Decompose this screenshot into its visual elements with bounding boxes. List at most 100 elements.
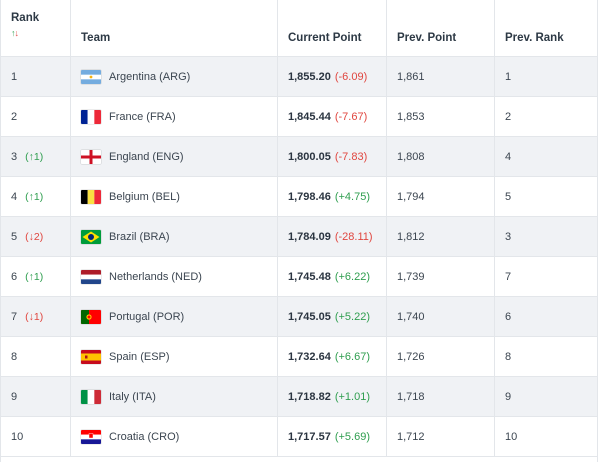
team-cell[interactable]: Brazil (BRA) (70, 217, 277, 256)
point-change: (+6.67) (334, 350, 370, 363)
prev-point-cell: 1,794 (386, 177, 494, 216)
point-change: (+4.75) (334, 190, 370, 203)
team-name: England (ENG) (109, 150, 184, 163)
prev-point-cell: 1,712 (386, 417, 494, 456)
team-cell[interactable]: Spain (ESP) (70, 337, 277, 376)
team-cell[interactable]: Netherlands (NED) (70, 257, 277, 296)
current-point-value: 1,718.82 (288, 390, 331, 403)
current-point-column-header[interactable]: Current Point (277, 0, 386, 56)
point-change: (+1.01) (334, 390, 370, 403)
rank-cell: 1 (1, 57, 70, 96)
prev-rank-column-header[interactable]: Prev. Rank (494, 0, 597, 56)
table-row[interactable]: 10 Croatia (CRO) 1,717.57 (+5.69) 1,712 10 (1, 417, 597, 457)
croatia-flag-icon (81, 429, 101, 444)
current-point-cell: 1,745.48 (+6.22) (277, 257, 386, 296)
current-point-cell: 1,798.46 (+4.75) (277, 177, 386, 216)
prev-point-cell: 1,740 (386, 297, 494, 336)
table-row[interactable]: 3 (↑1) England (ENG) 1,800.05 (-7.83) 1,808 4 (1, 137, 597, 177)
team-cell[interactable]: Italy (ITA) (70, 377, 277, 416)
team-cell[interactable]: France (FRA) (70, 97, 277, 136)
prev-point-cell: 1,861 (386, 57, 494, 96)
table-header: Rank ↑↓ Team Current Point Prev. Point P… (1, 0, 597, 57)
rank-value: 1 (11, 70, 18, 83)
rank-value: 10 (11, 430, 24, 443)
team-name: Italy (ITA) (109, 390, 156, 403)
portugal-flag-icon (81, 309, 101, 324)
table-row[interactable]: 7 (↓1) Portugal (POR) 1,745.05 (+5.22) 1,740 6 (1, 297, 597, 337)
team-cell[interactable]: Portugal (POR) (70, 297, 277, 336)
rank-cell: 4 (↑1) (1, 177, 70, 216)
current-point-value: 1,732.64 (288, 350, 331, 363)
table-body: 1 Argentina (ARG) 1,855.20 (-6.09) 1,861 1 2 Fr… (1, 57, 597, 457)
current-point-value: 1,784.09 (288, 230, 331, 243)
italy-flag-icon (81, 389, 101, 404)
rank-column-header[interactable]: Rank ↑↓ (1, 0, 70, 56)
england-flag-icon (81, 149, 101, 164)
current-point-value: 1,745.05 (288, 310, 331, 323)
table-row[interactable]: 2 France (FRA) 1,845.44 (-7.67) 1,853 2 (1, 97, 597, 137)
current-point-value: 1,845.44 (288, 110, 331, 123)
team-column-header[interactable]: Team (70, 0, 277, 56)
rank-movement: (↑1) (25, 150, 44, 163)
table-row[interactable]: 5 (↓2) Brazil (BRA) 1,784.09 (-28.11) 1,812 3 (1, 217, 597, 257)
point-change: (+6.22) (334, 270, 370, 283)
current-point-cell: 1,845.44 (-7.67) (277, 97, 386, 136)
rank-value: 9 (11, 390, 18, 403)
prev-rank-cell: 9 (494, 377, 597, 416)
prev-point-cell: 1,812 (386, 217, 494, 256)
table-row[interactable]: 1 Argentina (ARG) 1,855.20 (-6.09) 1,861 1 (1, 57, 597, 97)
france-flag-icon (81, 109, 101, 124)
brazil-flag-icon (81, 229, 101, 244)
prev-rank-cell: 6 (494, 297, 597, 336)
current-point-cell: 1,717.57 (+5.69) (277, 417, 386, 456)
prev-rank-cell: 3 (494, 217, 597, 256)
belgium-flag-icon (81, 189, 101, 204)
rank-header-label: Rank (11, 12, 40, 24)
rank-movement: (↓2) (25, 230, 44, 243)
rank-cell: 8 (1, 337, 70, 376)
sort-icon[interactable]: ↑↓ (11, 28, 19, 38)
prev-point-cell: 1,718 (386, 377, 494, 416)
rank-cell: 6 (↑1) (1, 257, 70, 296)
point-change: (-6.09) (334, 70, 368, 83)
prev-point-cell: 1,739 (386, 257, 494, 296)
team-cell[interactable]: England (ENG) (70, 137, 277, 176)
rank-value: 5 (11, 230, 18, 243)
rank-value: 8 (11, 350, 18, 363)
current-point-cell: 1,855.20 (-6.09) (277, 57, 386, 96)
rank-value: 6 (11, 270, 18, 283)
prev-rank-cell: 1 (494, 57, 597, 96)
team-cell[interactable]: Argentina (ARG) (70, 57, 277, 96)
current-point-cell: 1,745.05 (+5.22) (277, 297, 386, 336)
table-row[interactable]: 8 Spain (ESP) 1,732.64 (+6.67) 1,726 8 (1, 337, 597, 377)
team-cell[interactable]: Croatia (CRO) (70, 417, 277, 456)
team-name: Netherlands (NED) (109, 270, 202, 283)
current-point-value: 1,800.05 (288, 150, 331, 163)
prev-rank-cell: 10 (494, 417, 597, 456)
rank-movement: (↑1) (25, 190, 44, 203)
prev-point-cell: 1,853 (386, 97, 494, 136)
prev-rank-cell: 8 (494, 337, 597, 376)
rank-value: 3 (11, 150, 18, 163)
rank-cell: 5 (↓2) (1, 217, 70, 256)
table-row[interactable]: 4 (↑1) Belgium (BEL) 1,798.46 (+4.75) 1,794 5 (1, 177, 597, 217)
rank-value: 4 (11, 190, 18, 203)
rank-cell: 9 (1, 377, 70, 416)
prev-rank-cell: 4 (494, 137, 597, 176)
current-point-value: 1,855.20 (288, 70, 331, 83)
rank-cell: 10 (1, 417, 70, 456)
team-name: Belgium (BEL) (109, 190, 180, 203)
prev-rank-cell: 5 (494, 177, 597, 216)
table-row[interactable]: 9 Italy (ITA) 1,718.82 (+1.01) 1,718 9 (1, 377, 597, 417)
current-point-cell: 1,718.82 (+1.01) (277, 377, 386, 416)
rank-movement: (↑1) (25, 270, 44, 283)
current-point-cell: 1,784.09 (-28.11) (277, 217, 386, 256)
rank-value: 2 (11, 110, 18, 123)
point-change: (-7.83) (334, 150, 368, 163)
prev-point-cell: 1,726 (386, 337, 494, 376)
prev-rank-cell: 2 (494, 97, 597, 136)
team-name: Brazil (BRA) (109, 230, 170, 243)
table-row[interactable]: 6 (↑1) Netherlands (NED) 1,745.48 (+6.22) 1,7… (1, 257, 597, 297)
prev-point-column-header[interactable]: Prev. Point (386, 0, 494, 56)
team-cell[interactable]: Belgium (BEL) (70, 177, 277, 216)
